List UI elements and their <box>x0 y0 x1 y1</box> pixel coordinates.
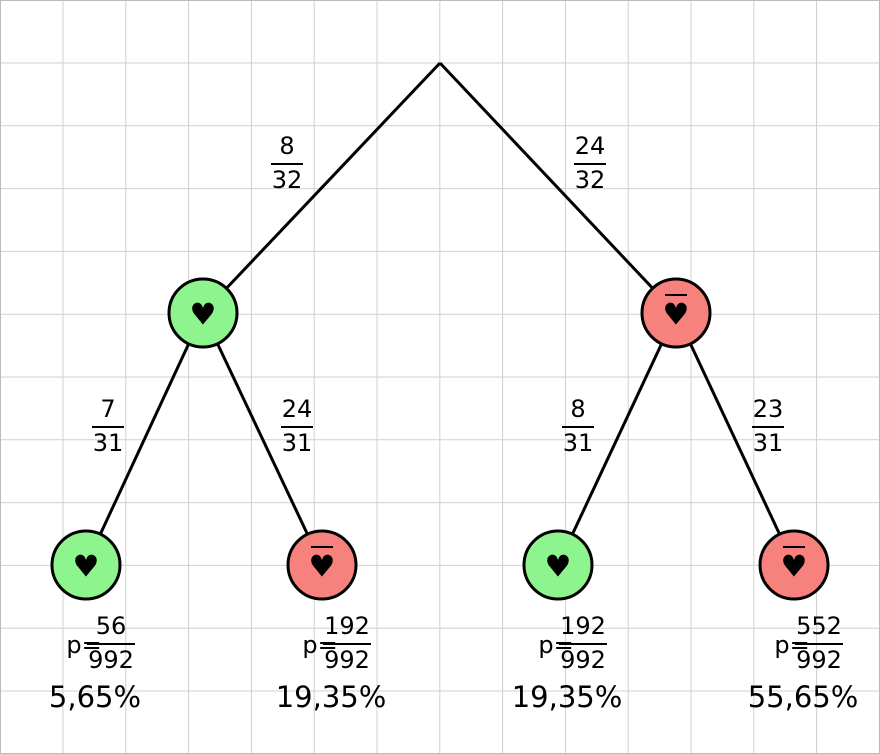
numerator: 8 <box>570 395 585 423</box>
edge-line <box>556 312 678 566</box>
denominator: 32 <box>272 166 303 194</box>
edge-line <box>201 312 324 566</box>
numerator: 192 <box>324 612 370 640</box>
denominator: 992 <box>324 646 370 674</box>
node-circle <box>758 529 830 601</box>
percent: 19,35% <box>512 680 623 714</box>
node-circle <box>522 529 594 601</box>
edge-line <box>201 61 442 315</box>
denominator: 992 <box>560 646 606 674</box>
numerator: 24 <box>575 132 606 160</box>
node-symbol: ♥ <box>309 550 336 585</box>
node-circle <box>640 277 712 349</box>
edge-line <box>84 312 205 566</box>
numerator: 24 <box>282 395 313 423</box>
denominator: 31 <box>282 429 313 457</box>
percent: 5,65% <box>49 680 141 714</box>
denominator: 31 <box>563 429 594 457</box>
denominator: 31 <box>753 429 784 457</box>
node-circle <box>167 277 239 349</box>
node-circle <box>286 529 358 601</box>
numerator: 8 <box>279 132 294 160</box>
numerator: 56 <box>96 612 127 640</box>
node-symbol: ♥ <box>190 298 217 333</box>
denominator: 992 <box>88 646 134 674</box>
numerator: 192 <box>560 612 606 640</box>
numerator: 7 <box>100 395 115 423</box>
node-symbol: ♥ <box>73 550 100 585</box>
node-circle <box>50 529 122 601</box>
percent: 19,35% <box>276 680 387 714</box>
numerator: 23 <box>753 395 784 423</box>
edge-line <box>438 61 678 315</box>
edge-line <box>674 312 796 566</box>
denominator: 31 <box>93 429 124 457</box>
nodes: ♥ ♥ ♥ ♥ ♥ ♥ <box>50 277 830 601</box>
labels: 832243273124318312331p=569925,65%p=19299… <box>49 132 858 714</box>
edges <box>84 61 796 566</box>
node-symbol: ♥ <box>781 550 808 585</box>
node-symbol: ♥ <box>545 550 572 585</box>
node-symbol: ♥ <box>663 298 690 333</box>
percent: 55,65% <box>748 680 859 714</box>
denominator: 32 <box>575 166 606 194</box>
denominator: 992 <box>796 646 842 674</box>
numerator: 552 <box>796 612 842 640</box>
